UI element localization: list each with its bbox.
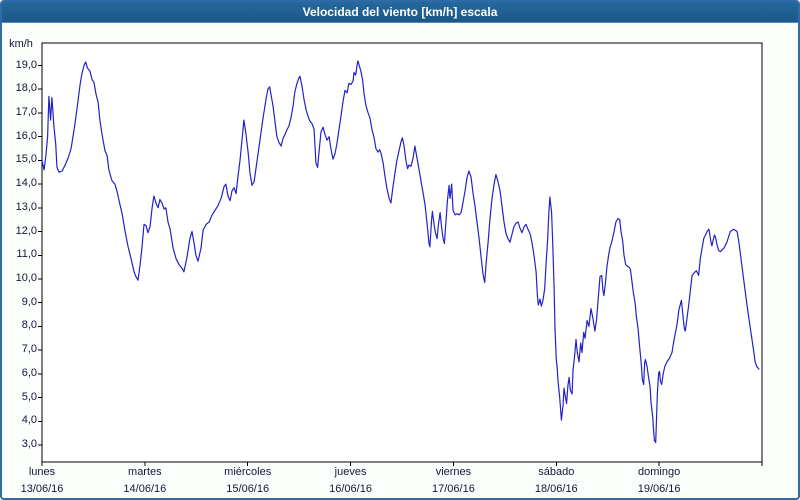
x-tick-date-label: 16/06/16 [329,483,372,495]
y-tick-label: 14,0 [15,177,37,190]
y-tick-label: 15,0 [15,153,37,166]
x-tick-date-label: 13/06/16 [20,483,64,495]
x-tick-date-label: 19/06/16 [637,483,681,495]
x-tick-date-label: 18/06/16 [534,483,578,495]
y-tick-label: 19,0 [15,58,37,71]
y-tick-label: 18,0 [15,82,37,95]
x-tick-day-label: jueves [334,466,367,478]
y-axis-unit-label: km/h [9,38,33,50]
y-tick-label: 9,0 [21,295,37,308]
y-tick-label: 10,0 [15,271,37,284]
y-tick-label: 12,0 [15,224,37,237]
y-tick-label: 5,0 [21,390,37,403]
y-tick-label: 8,0 [21,319,37,332]
chart-title: Velocidad del viento [km/h] escala [302,5,498,19]
y-tick-label: 11,0 [16,248,37,261]
x-tick-day-label: miércoles [224,466,272,478]
y-tick-label: 3,0 [21,438,37,450]
y-tick-label: 4,0 [21,414,37,427]
title-bar: Velocidad del viento [km/h] escala [2,2,798,23]
x-tick-date-label: 17/06/16 [432,483,475,495]
y-tick-label: 17,0 [15,105,37,118]
y-tick-label: 7,0 [21,343,37,356]
series-velocidad-del-viento [41,60,760,444]
x-tick-date-label: 15/06/16 [226,483,270,495]
x-tick-day-label: lunes [28,466,56,478]
y-tick-label: 16,0 [15,129,37,142]
y-tick-label: 6,0 [21,366,37,379]
x-tick-date-label: 14/06/16 [123,483,167,495]
x-tick-day-label: viernes [435,466,472,478]
x-tick-day-label: martes [128,466,162,478]
y-tick-label: 13,0 [15,200,37,213]
x-tick-day-label: sábado [538,466,575,478]
x-tick-day-label: domingo [638,466,681,478]
